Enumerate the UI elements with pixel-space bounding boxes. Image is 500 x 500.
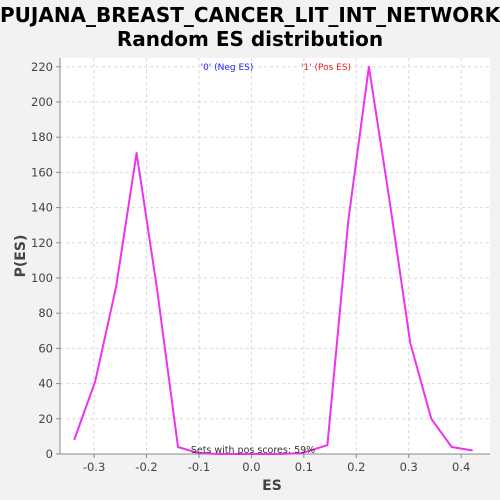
x-tick-label: -0.2: [135, 460, 157, 474]
y-axis-label: P(ES): [13, 235, 29, 278]
y-tick-label: 160: [31, 165, 53, 179]
x-tick-label: 0.2: [347, 460, 365, 474]
x-tick-label: -0.1: [188, 460, 210, 474]
y-tick-label: 200: [31, 95, 53, 109]
x-axis-label: ES: [262, 478, 282, 494]
y-tick-label: 140: [31, 201, 53, 215]
y-tick-label: 0: [46, 447, 53, 461]
chart-title-line-2: Random ES distribution: [116, 27, 384, 51]
grid-lines: [60, 58, 490, 455]
x-tick-label: 0.0: [242, 460, 260, 474]
y-tick-label: 60: [38, 341, 53, 355]
y-tick-label: 100: [31, 271, 53, 285]
y-tick-label: 220: [31, 60, 53, 74]
pos-scores-annotation: Sets with pos scores: 59%: [191, 445, 315, 456]
y-tick-label: 20: [38, 412, 53, 426]
legend-neg-es: '0' (Neg ES): [201, 63, 254, 73]
plot-area: [60, 58, 490, 454]
x-tick-label: 0.3: [400, 460, 418, 474]
y-axis-ticks: 0 20 40 60 80 100 120 140 160 180 200 220: [31, 60, 60, 461]
y-tick-label: 120: [31, 236, 53, 250]
x-tick-label: 0.1: [295, 460, 313, 474]
y-tick-label: 180: [31, 130, 53, 144]
legend-pos-es: '1' (Pos ES): [301, 63, 351, 73]
es-distribution-line: [73, 65, 473, 455]
chart-title-line-1: PUJANA_BREAST_CANCER_LIT_INT_NETWORK:: [0, 3, 500, 27]
y-tick-label: 80: [38, 306, 53, 320]
x-tick-label: -0.3: [83, 460, 105, 474]
y-tick-label: 40: [38, 377, 53, 391]
x-axis-ticks: -0.3 -0.2 -0.1 0.0 0.1 0.2 0.3 0.4: [83, 454, 470, 474]
x-tick-label: 0.4: [452, 460, 470, 474]
